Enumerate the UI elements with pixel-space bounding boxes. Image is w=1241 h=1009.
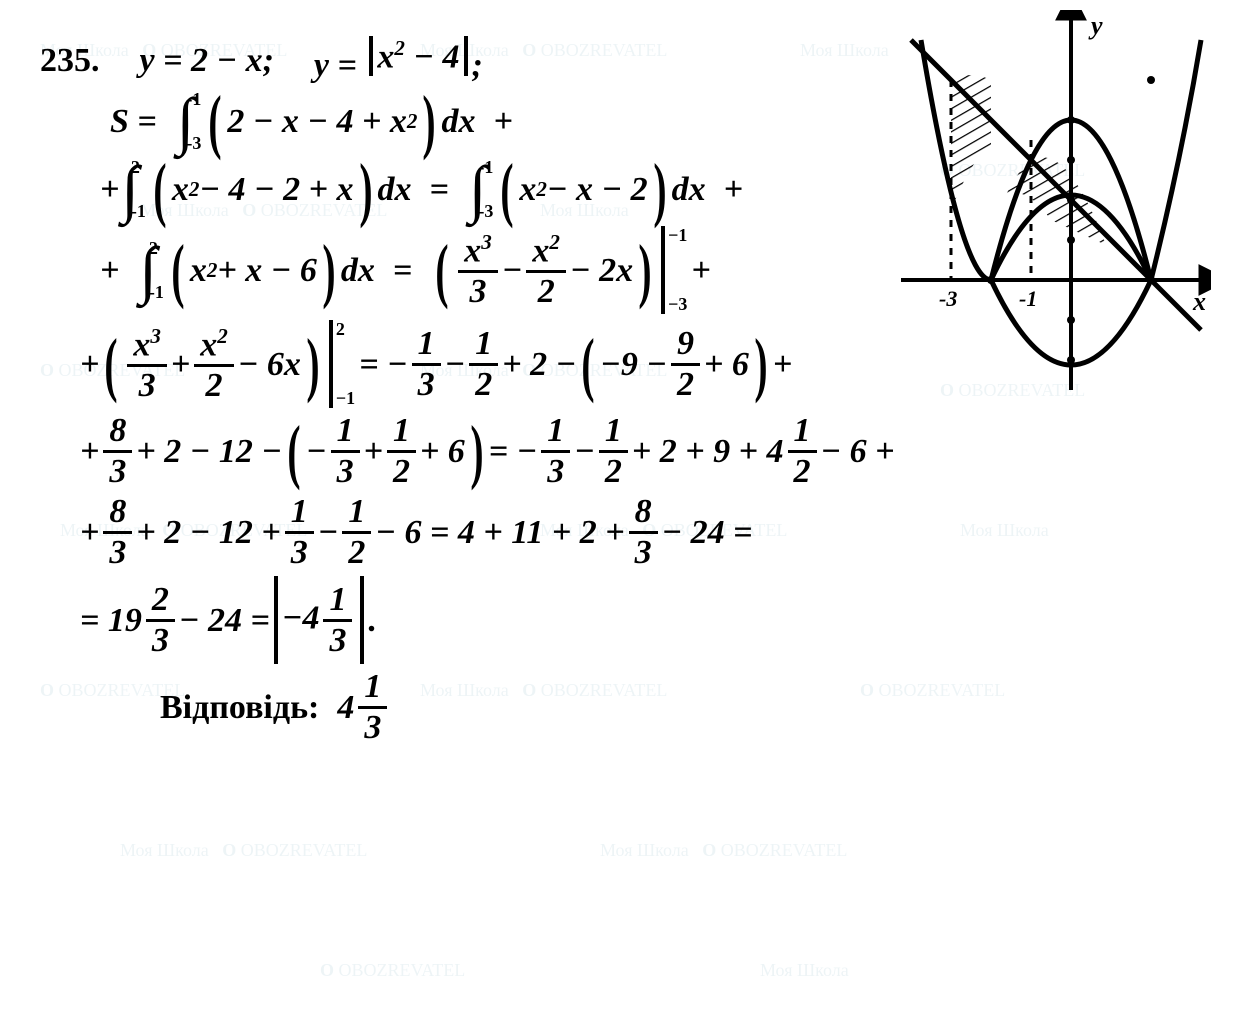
- line-7: + 83 + 2 − 12 + 13 − 12 − 6 = 4 + 11 + 2…: [40, 495, 1201, 570]
- eq-y2: y = x2 − 4;: [314, 36, 483, 84]
- integral-icon: ∫-1-3: [177, 90, 202, 152]
- svg-text:x: x: [1192, 287, 1206, 316]
- svg-text:y: y: [1088, 11, 1103, 40]
- line-8: = 19 23 − 24 = −413 .: [40, 576, 1201, 664]
- answer-line: Відповідь: 4 13: [40, 670, 1201, 745]
- eq-y1: y = 2 − x;: [140, 42, 274, 79]
- svg-text:-1: -1: [1019, 286, 1037, 311]
- answer-label: Відповідь:: [160, 689, 319, 726]
- graph: y x -3 -1: [901, 10, 1211, 390]
- line-6: + 83 + 2 − 12 − (− 13 + 12 + 6) = − 13 −…: [40, 414, 1201, 489]
- svg-text:-3: -3: [939, 286, 957, 311]
- problem-number: 235: [40, 42, 91, 79]
